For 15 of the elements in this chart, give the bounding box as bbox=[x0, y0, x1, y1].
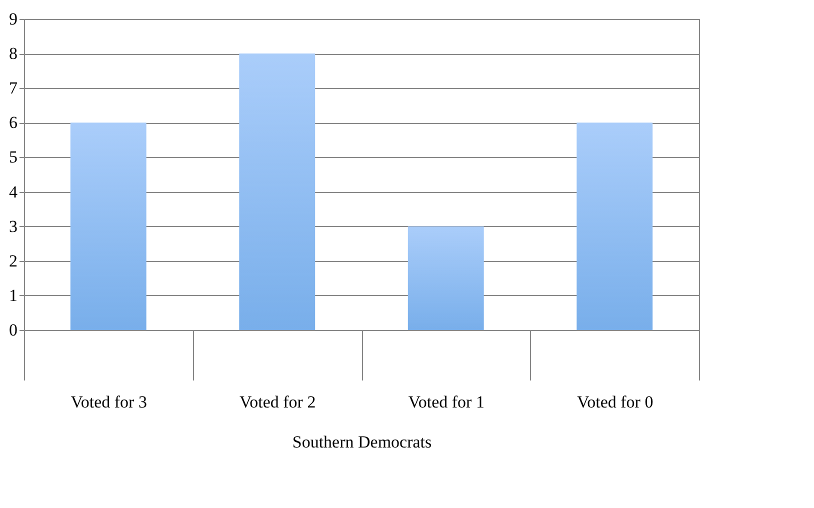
x-tick-label: Voted for 2 bbox=[240, 392, 316, 412]
x-tick-label: Voted for 1 bbox=[408, 392, 484, 412]
x-axis-title: Southern Democrats bbox=[292, 432, 432, 452]
x-tick-label: Voted for 0 bbox=[577, 392, 654, 412]
x-tick-label: Voted for 3 bbox=[70, 392, 147, 412]
y-tick-label: 6 bbox=[9, 113, 18, 132]
y-tick-label: 8 bbox=[9, 44, 18, 64]
y-tick-label: 5 bbox=[9, 148, 18, 167]
y-tick-label: 3 bbox=[9, 216, 18, 236]
y-tick-label: 1 bbox=[9, 286, 18, 305]
y-tick-label: 0 bbox=[9, 320, 18, 340]
y-tick-label: 2 bbox=[9, 251, 18, 270]
y-tick-label: 9 bbox=[9, 10, 18, 28]
y-tick-label: 4 bbox=[9, 182, 18, 202]
y-tick-label: 7 bbox=[9, 78, 18, 98]
